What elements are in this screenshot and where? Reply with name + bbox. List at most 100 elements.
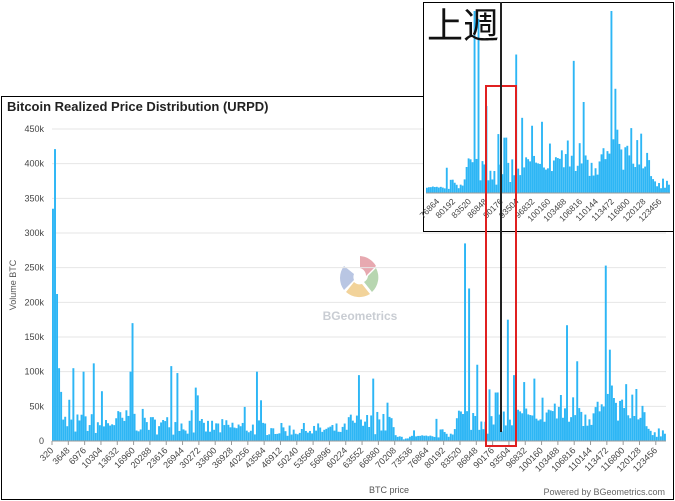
urpd-bar (300, 428, 303, 441)
inset-bar (521, 117, 524, 193)
inset-bar (533, 155, 536, 193)
urpd-bar (619, 400, 622, 441)
urpd-bar (204, 431, 207, 441)
urpd-bar (227, 424, 230, 441)
urpd-bar (213, 429, 216, 441)
urpd-bar (253, 434, 256, 441)
inset-bar (477, 18, 480, 194)
urpd-bar (355, 415, 358, 441)
urpd-bar (531, 415, 534, 441)
urpd-bar (406, 438, 409, 441)
inset-bar (664, 187, 666, 193)
urpd-bar (96, 422, 99, 441)
inset-bar (463, 179, 466, 193)
urpd-bar (351, 420, 354, 441)
urpd-bar (141, 408, 144, 441)
urpd-bar (521, 413, 524, 441)
inset-bar (628, 155, 631, 193)
urpd-bar (431, 436, 434, 441)
urpd-bar (84, 416, 87, 441)
urpd-bar (543, 421, 546, 441)
urpd-bar (555, 418, 558, 441)
urpd-bar (433, 436, 436, 441)
inset-bar (437, 187, 440, 193)
urpd-bar (188, 420, 191, 441)
urpd-bar (147, 429, 150, 441)
inset-bar (604, 159, 607, 193)
urpd-bar (186, 433, 189, 441)
urpd-bar (94, 432, 97, 441)
urpd-bar (333, 430, 336, 441)
urpd-bar (578, 408, 581, 441)
urpd-bar (251, 424, 254, 441)
inset-bar (668, 184, 670, 193)
inset-bar (568, 166, 571, 193)
inset-bar (445, 167, 448, 193)
urpd-bar (462, 414, 464, 441)
urpd-bar (631, 394, 634, 441)
inset-bar (527, 159, 530, 193)
urpd-bar (629, 418, 632, 441)
urpd-bar (170, 366, 173, 441)
urpd-bar (62, 419, 65, 441)
inset-bar (626, 145, 629, 193)
urpd-bar (343, 423, 346, 441)
urpd-bar (182, 429, 185, 441)
urpd-bar (149, 417, 152, 441)
urpd-bar (508, 419, 511, 441)
urpd-bar (306, 432, 309, 441)
urpd-bar (102, 426, 105, 441)
inset-bar (543, 167, 545, 193)
urpd-bar (453, 429, 456, 441)
urpd-bar (249, 430, 252, 441)
urpd-bar (651, 435, 654, 441)
y-tick-label: 200k (24, 297, 44, 307)
urpd-bar (231, 422, 234, 441)
urpd-bar (659, 436, 662, 441)
urpd-bar (610, 385, 613, 441)
urpd-bar (525, 408, 528, 441)
urpd-bar (364, 421, 367, 441)
urpd-bar (423, 435, 426, 441)
inset-bar (554, 157, 557, 193)
urpd-bar (541, 397, 544, 441)
inset-bar (598, 161, 601, 193)
urpd-bar (612, 398, 615, 441)
inset-bar (505, 137, 508, 193)
urpd-bar (382, 413, 385, 441)
urpd-bar (298, 432, 301, 441)
urpd-bar (561, 417, 564, 441)
urpd-bar (590, 424, 593, 441)
inset-bar (451, 179, 454, 193)
urpd-bar (184, 430, 187, 441)
inset-bar (640, 133, 643, 193)
watermark-logo-icon (340, 256, 379, 298)
inset-bar (562, 167, 565, 193)
urpd-bar (296, 434, 299, 441)
urpd-bar (482, 429, 485, 441)
urpd-bar (121, 417, 124, 441)
inset-bar (560, 150, 563, 193)
urpd-bar (419, 435, 422, 441)
urpd-bar (564, 408, 566, 441)
inset-bar (646, 152, 649, 193)
urpd-bar (90, 414, 93, 441)
inset-bar (541, 121, 543, 193)
inset-bar (495, 184, 498, 193)
inset-bar (449, 179, 452, 193)
urpd-bar (494, 392, 497, 441)
urpd-bar (92, 363, 95, 441)
urpd-bar (506, 319, 509, 441)
inset-bar (620, 149, 623, 193)
urpd-bar (245, 430, 248, 441)
inset-bar (650, 176, 653, 193)
urpd-bar (457, 410, 460, 441)
inset-bar (644, 166, 647, 193)
urpd-bar (606, 393, 609, 441)
urpd-bar (390, 418, 393, 441)
inset-bar (489, 170, 492, 193)
inset-bar (588, 175, 591, 193)
urpd-bar (366, 415, 369, 441)
urpd-bar (72, 368, 75, 441)
urpd-bar (235, 428, 238, 441)
